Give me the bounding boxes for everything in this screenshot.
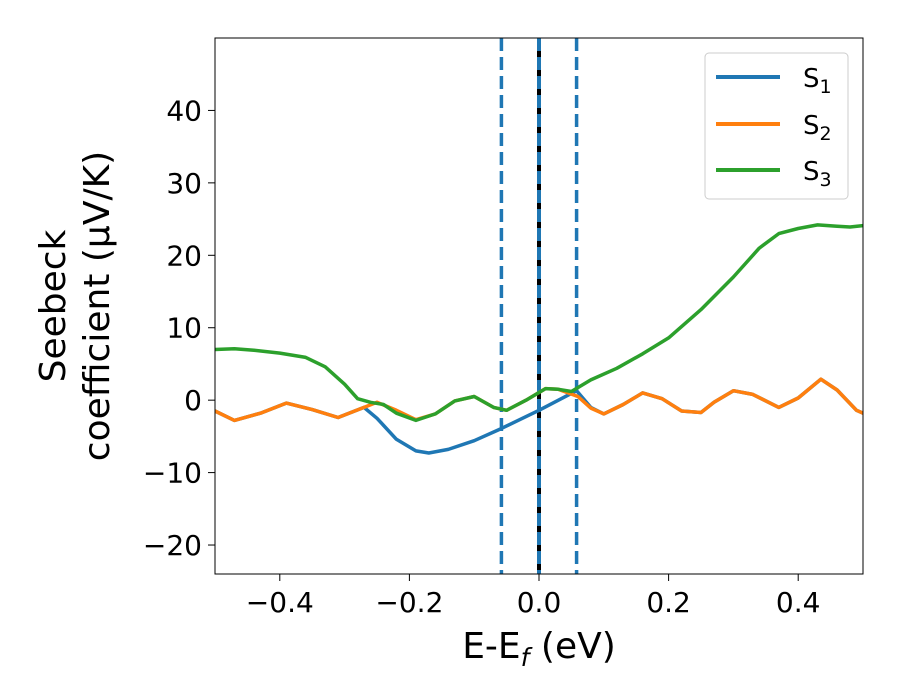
y-axis-label-line2: coefficient (μV/K) xyxy=(77,151,118,461)
legend-label-s1: S1 xyxy=(803,64,832,98)
series-line-s3 xyxy=(215,223,863,423)
x-axis-label: E-Ef (eV) xyxy=(462,626,616,672)
y-tick-label: 10 xyxy=(166,312,202,345)
x-tick-label: 0.0 xyxy=(517,586,562,619)
x-tick-label: 0.4 xyxy=(776,586,821,619)
y-tick-label: 20 xyxy=(166,239,202,272)
x-tick-label: −0.4 xyxy=(246,586,314,619)
x-tick-label: −0.2 xyxy=(375,586,443,619)
x-tick-label: 0.2 xyxy=(646,586,691,619)
x-axis: −0.4 −0.2 0.0 0.2 0.4 xyxy=(246,574,821,619)
y-axis-label: Seebeck coefficient (μV/K) xyxy=(33,151,118,461)
y-tick-label: 30 xyxy=(166,167,202,200)
legend-label-s2: S2 xyxy=(803,111,832,145)
legend: S1 S2 S3 xyxy=(704,52,849,200)
y-tick-label: −10 xyxy=(143,457,202,490)
y-tick-label: 0 xyxy=(184,384,202,417)
y-tick-label: 40 xyxy=(166,94,202,127)
legend-label-s3: S3 xyxy=(803,157,832,191)
reference-lines xyxy=(499,38,579,574)
y-axis: −20 −10 0 10 20 30 40 xyxy=(143,94,215,562)
series-lines xyxy=(215,223,863,455)
y-tick-label: −20 xyxy=(143,529,202,562)
y-axis-label-line1: Seebeck xyxy=(33,229,74,382)
